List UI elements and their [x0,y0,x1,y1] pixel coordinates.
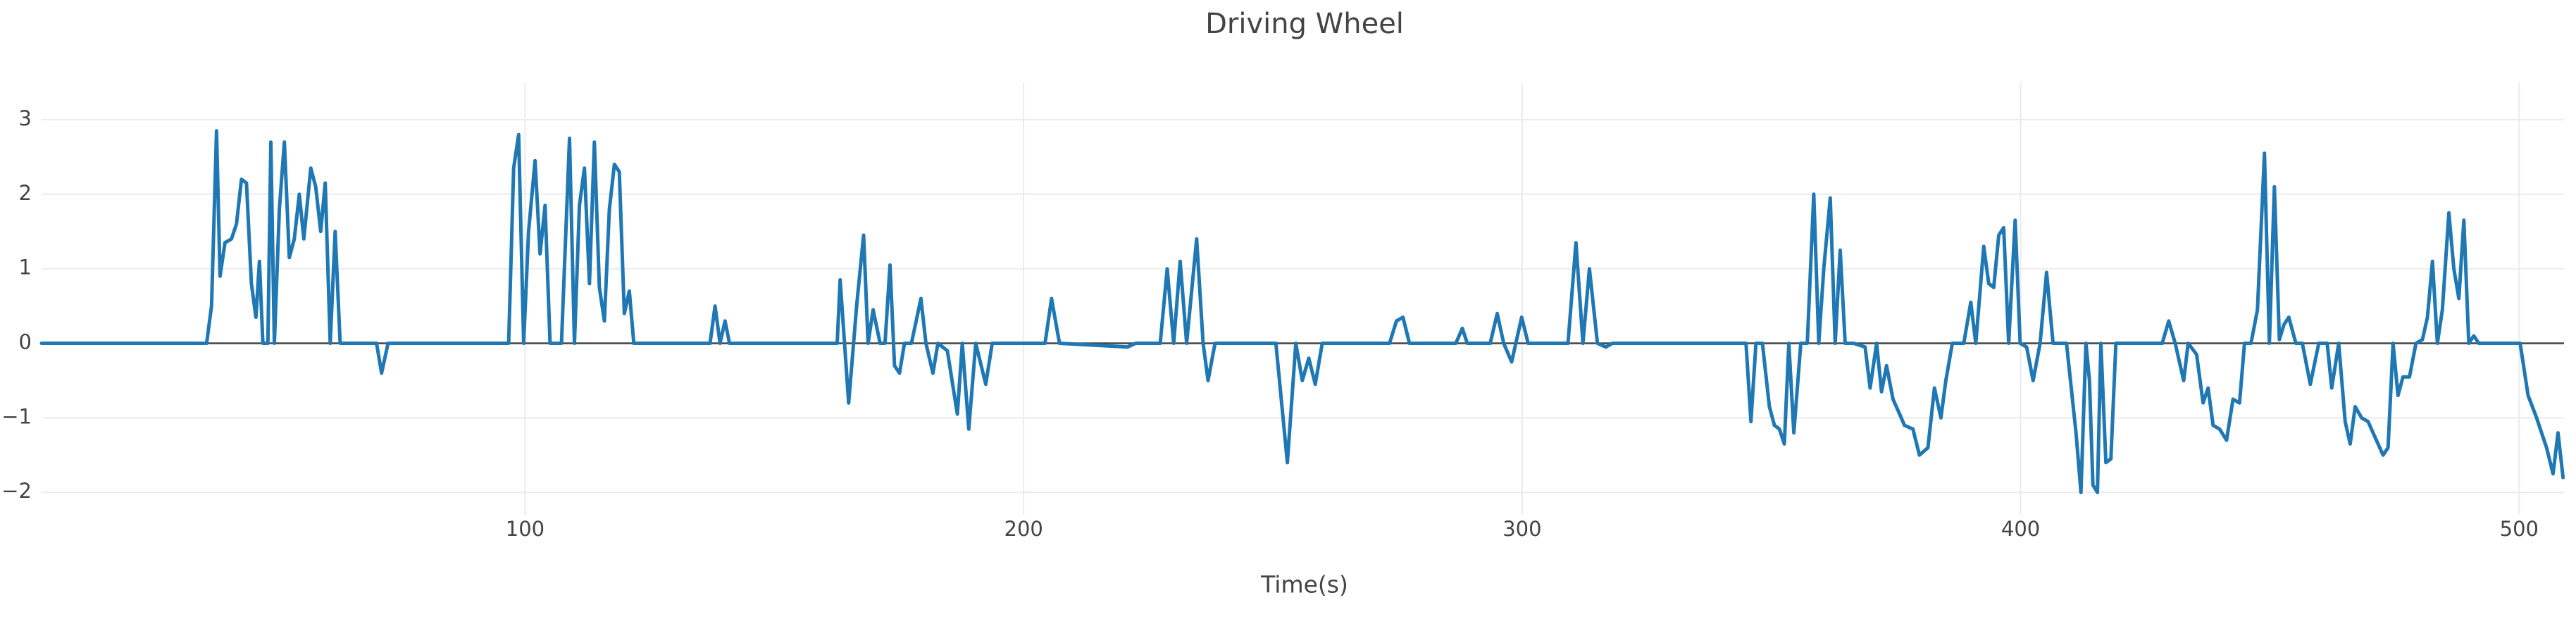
y-tick-label: 2 [19,181,32,205]
chart-title: Driving Wheel [1205,8,1404,40]
x-tick-label: 200 [1004,517,1043,541]
x-tick-label: 500 [2500,517,2539,541]
data-line [39,129,2565,494]
x-tick-label: 400 [2001,517,2040,541]
line-layer [39,129,2565,494]
y-tick-label: 1 [19,256,32,280]
x-axis-label: Time(s) [1260,571,1348,599]
x-tick-label: 300 [1502,517,1541,541]
x-tick-label: 100 [506,517,545,541]
y-tick-label: −2 [1,479,32,503]
y-tick-label: −1 [1,404,32,428]
grid-layer [42,82,2564,515]
y-tick-label: 3 [19,106,32,130]
y-tick-label: 0 [19,330,32,354]
